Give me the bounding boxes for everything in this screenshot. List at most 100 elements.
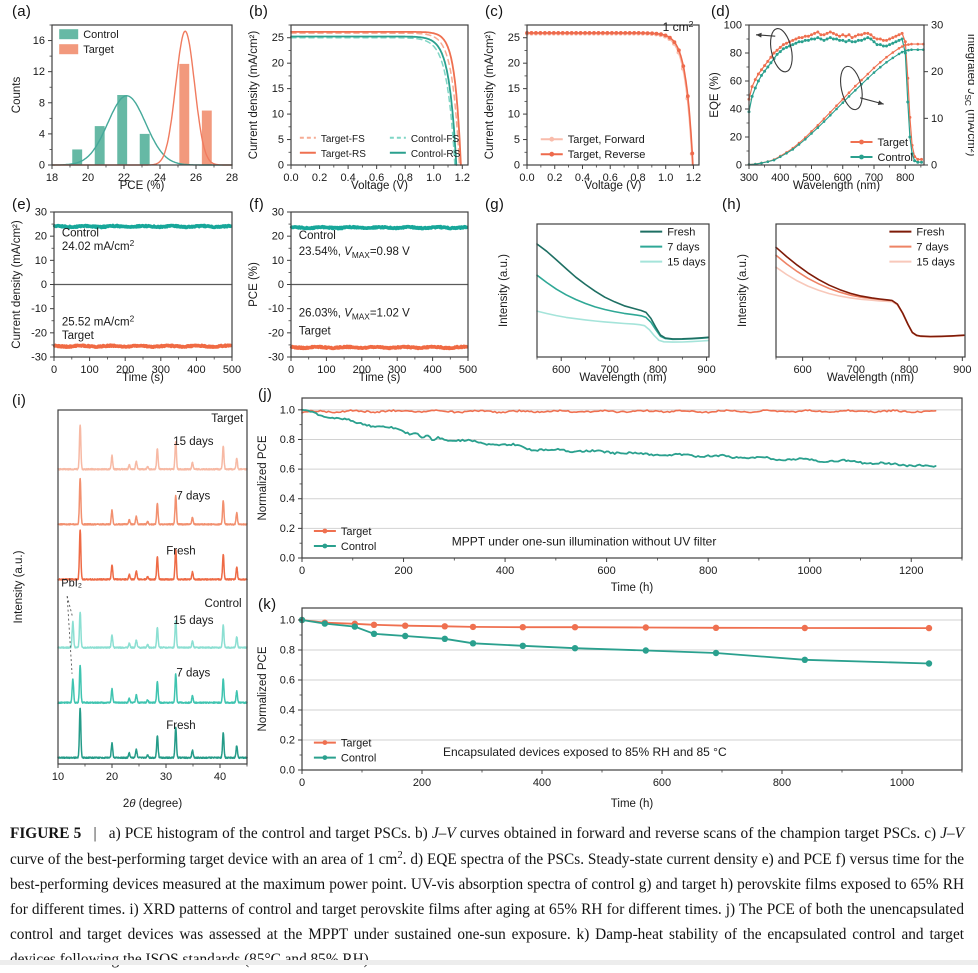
text-run: 10 (272, 255, 284, 267)
legend-label: Target-RS (321, 149, 366, 160)
bar-control-bars (117, 95, 128, 165)
panel-a: (a) 18 20 22 24 26 28 0 4 8 12 16 PCE (%) Counts Cont… (8, 3, 241, 194)
marker-eqe-target (897, 33, 901, 37)
marker-eqe-control (800, 40, 804, 44)
marker-jsc-control (900, 50, 904, 54)
series-control-15days (57, 611, 248, 649)
x-tick-label: 0.8 (630, 172, 645, 184)
x-tick-label: 700 (847, 364, 865, 376)
x-tick-label: 200 (394, 565, 412, 577)
text-run: 2 (130, 314, 135, 324)
legend-label: Target (878, 137, 909, 149)
text-run: 400 (423, 364, 441, 376)
marker-eqe-control (841, 38, 845, 42)
text-run: 25 (272, 32, 284, 44)
legend-label: Control (878, 152, 913, 164)
y-tick-label: 20 (272, 231, 284, 243)
guide-ellipse (770, 28, 793, 73)
text-run: 60 (730, 76, 742, 88)
text-run: 500 (223, 364, 241, 376)
text-run: Control (205, 598, 242, 610)
y-tick-label: -30 (268, 352, 284, 364)
marker-control (351, 623, 358, 630)
marker-eqe-control (913, 159, 917, 163)
marker-eqe-target (875, 37, 879, 41)
marker-eqe-target (885, 38, 888, 42)
x-tick-label: 1000 (797, 565, 821, 577)
y-tick-label: 0.4 (280, 705, 295, 717)
annotation: 23.54%, VMAX=0.98 V (299, 246, 410, 260)
marker-jsc-control (885, 61, 888, 64)
chart-svg-k: 0 200 400 600 800 1000 0.0 0.2 0.4 0.6 0.8 1.0 Time … (257, 607, 963, 810)
marker-eqe-target (866, 31, 870, 35)
x-tick-label: 0.0 (283, 172, 298, 184)
x-tick-label: 1.0 (658, 172, 673, 184)
text-run: Normalized PCE (257, 646, 269, 731)
marker-jsc-control (810, 132, 813, 135)
legend-marker (859, 154, 864, 160)
text-run: 10 (931, 113, 943, 125)
text-run: 0.2 (280, 523, 295, 535)
marker-eqe-control (766, 65, 770, 69)
annotation: Control (62, 228, 99, 240)
marker-jsc-target (916, 42, 920, 46)
panel-k: (k) 0 200 400 600 800 1000 0.0 0.2 0.4 0.6 0.8 1.0 T… (254, 596, 974, 812)
text-run: 80 (730, 48, 742, 60)
annotation: Target (62, 330, 95, 342)
y2-tick-label: 20 (931, 66, 943, 78)
x-tick-label: 40 (214, 771, 226, 783)
marker-eqe-control (781, 47, 785, 51)
marker-jsc-control (891, 56, 895, 60)
marker-eqe-control (885, 44, 888, 48)
series-fresh (536, 243, 709, 340)
marker-eqe-control (897, 38, 901, 42)
marker-target (801, 624, 808, 632)
marker-jsc-target (854, 84, 857, 88)
chart-svg-d: 300 400 500 600 700 800 0 20 40 60 80 100 0 10 20 30 Wav… (709, 20, 974, 193)
text-run: 12 (33, 66, 45, 78)
chart-steady-state-pce: 0 100 200 300 400 500 -30 -20 -10 0 10 20 30 Time (s)… (245, 196, 477, 386)
text-run: 300 (388, 364, 406, 376)
x-tick-label: 600 (834, 172, 852, 184)
legend-label: 7 days (916, 242, 949, 254)
marker-eqe-control (756, 79, 760, 83)
legend-swatch (59, 44, 79, 55)
marker-eqe-control (791, 43, 795, 47)
marker-jsc-control (847, 95, 851, 98)
text-run: -30 (31, 352, 47, 364)
x-tick-label: 200 (353, 364, 371, 376)
marker-eqe-target (800, 36, 804, 40)
y-tick-label: 5 (514, 134, 520, 146)
marker-jsc-control (829, 114, 832, 117)
plot-frame (775, 223, 966, 358)
panel-h: (h) 600 700 800 900 Wavelength (nm) Intensity… (718, 196, 972, 386)
chart-svg-g: 600 700 800 900 Wavelength (nm) Intensity (a.… (498, 223, 716, 384)
marker-jsc-control (910, 48, 913, 51)
y-tick-label: 0.4 (280, 493, 295, 505)
chart-steady-state-current: 0 100 200 300 400 500 -30 -20 -10 0 10 20 30 Time (s)… (8, 196, 241, 386)
marker-jsc-target (872, 66, 876, 70)
marker-jsc-control (916, 48, 920, 51)
chart-svg-a: 18 20 22 24 26 28 0 4 8 12 16 PCE (%) Counts Control T… (11, 24, 238, 192)
panel-label-e: (e) (12, 196, 32, 213)
x-tick-label: 0 (299, 777, 305, 789)
y-tick-label: 16 (33, 35, 45, 47)
x-tick-label: 600 (653, 777, 671, 789)
marker-eqe-control (803, 38, 807, 42)
text-run: Voltage (V) (585, 180, 642, 192)
text-run: 20 (730, 132, 742, 144)
marker-target-reverse (610, 31, 614, 35)
text-run: θ (129, 798, 136, 810)
text-run: 0 (299, 565, 305, 577)
marker-eqe-target (810, 33, 813, 37)
text-run: 0.2 (312, 172, 327, 184)
marker-target-reverse (605, 31, 610, 35)
x-tick-label: 400 (533, 777, 551, 789)
series-target-7days (57, 477, 248, 526)
text-run: 10 (35, 255, 47, 267)
annotation: Control (299, 230, 336, 242)
x-axis-label: 2θ (degree) (123, 798, 182, 810)
marker-target-reverse (654, 31, 659, 36)
text-run: Control (341, 753, 376, 765)
y-tick-label: -20 (31, 327, 47, 339)
